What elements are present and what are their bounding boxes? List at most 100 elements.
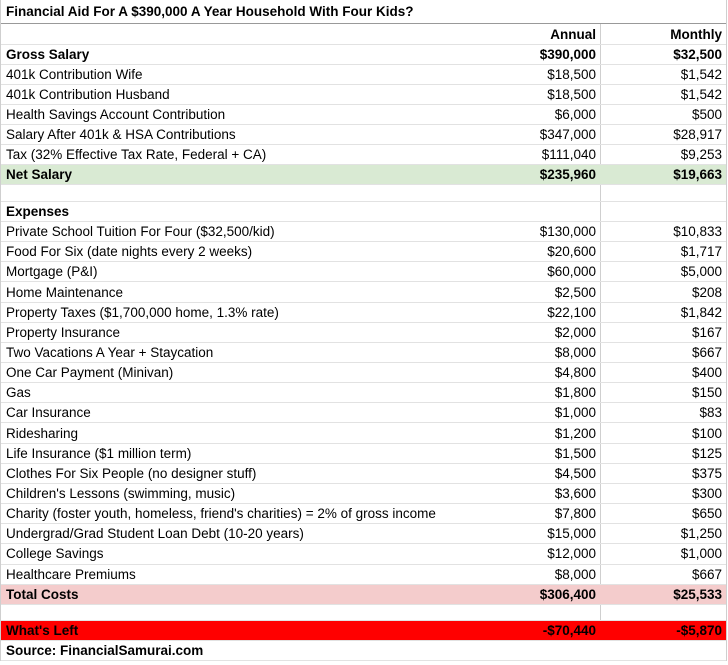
cell: $5,000 xyxy=(680,264,722,280)
table-row xyxy=(1,605,726,621)
cell: $7,800 xyxy=(554,506,596,522)
table-row: Property Taxes ($1,700,000 home, 1.3% ra… xyxy=(1,303,726,323)
cell: $130,000 xyxy=(539,224,596,240)
cell: Home Maintenance xyxy=(6,284,124,300)
cell: Car Insurance xyxy=(6,405,91,421)
cell: Total Costs xyxy=(6,586,79,602)
cell: College Savings xyxy=(6,546,104,562)
cell: Financial Aid For A $390,000 A Year Hous… xyxy=(6,4,414,19)
border xyxy=(0,0,1,661)
cell: $20,600 xyxy=(547,244,596,260)
cell: -$5,870 xyxy=(676,623,722,638)
cell: Health Savings Account Contribution xyxy=(6,107,226,122)
table-row: Property Insurance $2,000 $167 xyxy=(1,323,726,343)
cell: $667 xyxy=(691,566,722,582)
cell: Net Salary xyxy=(6,167,73,182)
cell: Gas xyxy=(6,385,31,401)
table-row: Food For Six (date nights every 2 weeks)… xyxy=(1,242,726,263)
cell: $390,000 xyxy=(539,47,596,62)
cell: Property Insurance xyxy=(6,324,121,340)
cell: $1,000 xyxy=(554,405,596,421)
cell: Undergrad/Grad Student Loan Debt (10-20 … xyxy=(6,526,304,542)
cell: Gross Salary xyxy=(6,47,90,62)
cell: $28,917 xyxy=(673,127,722,142)
cell: $15,000 xyxy=(547,526,596,542)
cell: Two Vacations A Year + Staycation xyxy=(6,344,214,360)
table-row: Charity (foster youth, homeless, friend'… xyxy=(1,504,726,525)
cell: 401k Contribution Wife xyxy=(6,67,143,82)
cell: Tax (32% Effective Tax Rate, Federal + C… xyxy=(6,147,267,162)
cell: Life Insurance ($1 million term) xyxy=(6,445,192,461)
cell: $500 xyxy=(691,107,722,122)
table-row: Home Maintenance $2,500 $208 xyxy=(1,282,726,303)
table-row: Children's Lessons (swimming, music) $3,6… xyxy=(1,484,726,505)
cell: Private School Tuition For Four ($32,500… xyxy=(6,224,275,240)
table-row: Gross Salary $390,000 $32,500 xyxy=(1,45,726,65)
cell: Monthly xyxy=(670,26,722,42)
table-row: What's Left -$70,440 -$5,870 xyxy=(1,621,726,641)
cell: $650 xyxy=(691,506,722,522)
table-row: Source: FinancialSamurai.com xyxy=(1,641,726,661)
table-row: Private School Tuition For Four ($32,500… xyxy=(1,222,726,243)
cell: Clothes For Six People (no designer stuf… xyxy=(6,465,257,481)
table-row: One Car Payment (Minivan) $4,800 $400 xyxy=(1,363,726,384)
cell: $8,000 xyxy=(554,344,596,360)
cell: $4,500 xyxy=(554,465,596,481)
table-row: Gas $1,800 $150 xyxy=(1,383,726,404)
cell: Property Taxes ($1,700,000 home, 1.3% ra… xyxy=(6,304,279,320)
table-row: Car Insurance $1,000 $83 xyxy=(1,403,726,424)
cell: $100 xyxy=(691,425,722,441)
table-row: Undergrad/Grad Student Loan Debt (10-20 … xyxy=(1,524,726,545)
cell: Annual xyxy=(550,26,596,42)
cell: $83 xyxy=(699,405,722,421)
table-row: Annual Monthly xyxy=(1,24,726,45)
table-row: Tax (32% Effective Tax Rate, Federal + C… xyxy=(1,145,726,165)
cell: $3,600 xyxy=(554,486,596,501)
cell: Healthcare Premiums xyxy=(6,566,136,582)
table-row: Net Salary $235,960 $19,663 xyxy=(1,165,726,185)
cell: $150 xyxy=(691,385,722,401)
cell: $208 xyxy=(691,284,722,300)
cell: Food For Six (date nights every 2 weeks) xyxy=(6,244,253,260)
cell: Expenses xyxy=(6,204,70,219)
table-row: Mortgage (P&I) $60,000 $5,000 xyxy=(1,262,726,283)
cell: $347,000 xyxy=(539,127,596,142)
cell: $111,040 xyxy=(541,147,596,162)
cell: $2,500 xyxy=(554,284,596,300)
table-row: Total Costs $306,400 $25,533 xyxy=(1,584,726,605)
cell: $18,500 xyxy=(547,67,596,82)
cell: Mortgage (P&I) xyxy=(6,264,98,280)
table-row: Life Insurance ($1 million term) $1,500 $1… xyxy=(1,444,726,464)
cell: $167 xyxy=(691,324,722,340)
cell: $2,000 xyxy=(554,324,596,340)
cell: $1,717 xyxy=(680,244,722,260)
table-row: Expenses xyxy=(1,202,726,222)
table-row: Financial Aid For A $390,000 A Year Hous… xyxy=(1,0,726,24)
cell: Salary After 401k & HSA Contributions xyxy=(6,127,236,142)
cell: $1,542 xyxy=(680,67,722,82)
cell: $1,842 xyxy=(680,304,722,320)
cell: $375 xyxy=(691,465,722,481)
cell: $306,400 xyxy=(539,586,596,602)
table-row: Ridesharing $1,200 $100 xyxy=(1,424,726,444)
table-row: Health Savings Account Contribution $6,00… xyxy=(1,105,726,125)
cell: Children's Lessons (swimming, music) xyxy=(6,486,236,501)
table-row: 401k Contribution Wife $18,500 $1,542 xyxy=(1,65,726,85)
cell: $125 xyxy=(691,445,722,461)
cell: $400 xyxy=(691,365,722,381)
cell: $60,000 xyxy=(547,264,596,280)
table-row: 401k Contribution Husband $18,500 $1,542 xyxy=(1,85,726,105)
border xyxy=(726,0,727,661)
border xyxy=(600,24,601,641)
table-row: Healthcare Premiums $8,000 $667 xyxy=(1,565,726,585)
cell: $300 xyxy=(691,486,722,501)
cell: What's Left xyxy=(6,623,79,638)
cell: $1,500 xyxy=(554,445,596,461)
cell: $22,100 xyxy=(547,304,596,320)
table-row: Clothes For Six People (no designer stuf… xyxy=(1,464,726,484)
table-row: Salary After 401k & HSA Contributions $34… xyxy=(1,125,726,145)
cell: Ridesharing xyxy=(6,425,79,441)
cell: $9,253 xyxy=(680,147,722,162)
cell: $1,542 xyxy=(680,87,722,102)
